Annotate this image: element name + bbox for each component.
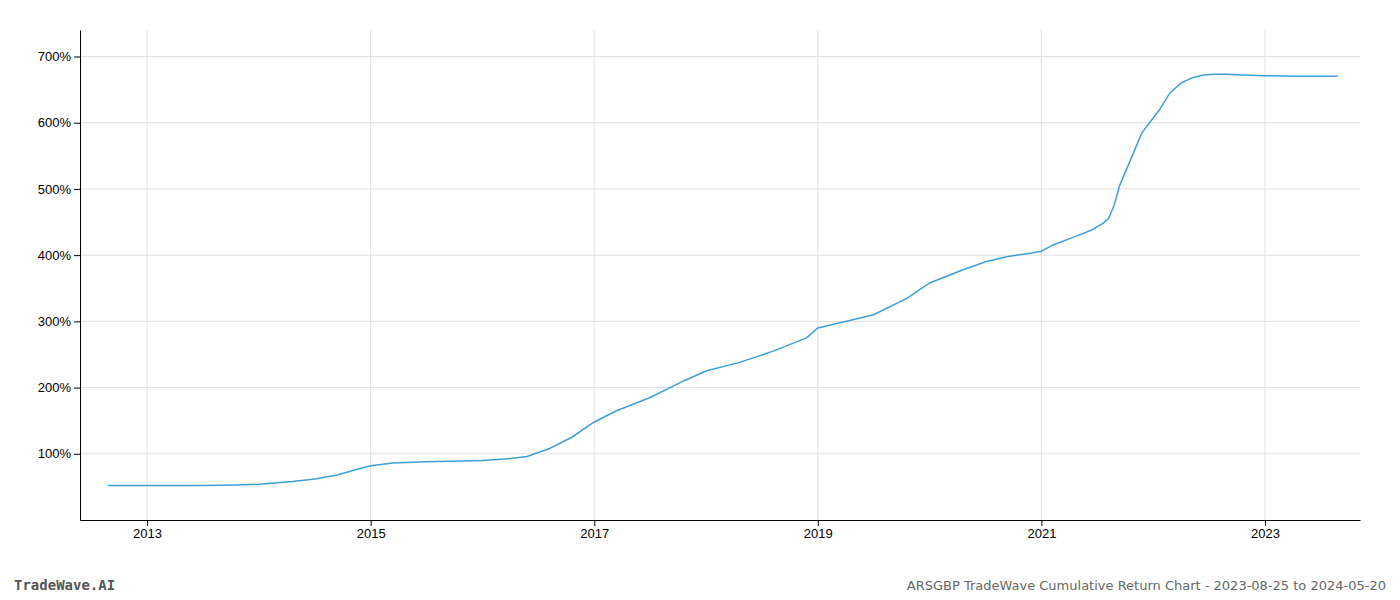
y-tick: 700% bbox=[38, 49, 80, 64]
y-tick-mark bbox=[74, 189, 80, 190]
plot: 2013 2015 2017 2019 2021 2023 100% 200% 300% 400%… bbox=[38, 30, 1361, 541]
x-tick-label: 2017 bbox=[580, 526, 609, 541]
grid-line-x bbox=[1041, 30, 1042, 520]
x-axis: 2013 2015 2017 2019 2021 2023 bbox=[81, 520, 1361, 541]
line bbox=[108, 74, 1338, 485]
x-tick-mark bbox=[1041, 520, 1042, 526]
x-tick-mark bbox=[147, 520, 148, 526]
grid-line-x bbox=[817, 30, 818, 520]
y-tick: 400% bbox=[38, 248, 80, 263]
texts: TradeWave.AI ARSGBP TradeWave Cumulative … bbox=[14, 577, 1386, 593]
y-tick: 300% bbox=[38, 314, 80, 329]
x-tick-mark bbox=[1265, 520, 1266, 526]
y-tick: 100% bbox=[38, 446, 80, 461]
x-tick: 2015 bbox=[357, 520, 386, 541]
grid-line-x bbox=[594, 30, 595, 520]
grid-line-x bbox=[147, 30, 148, 520]
y-axis: 100% 200% 300% 400% 500% 600% 700% bbox=[38, 31, 81, 521]
grid-line-y bbox=[80, 387, 1360, 388]
x-tick: 2013 bbox=[133, 520, 162, 541]
x-tick-label: 2013 bbox=[133, 526, 162, 541]
x-tick-label: 2019 bbox=[804, 526, 833, 541]
y-tick-mark bbox=[74, 123, 80, 124]
x-tick-mark bbox=[594, 520, 595, 526]
grid-line-y bbox=[80, 321, 1360, 322]
x-tick-mark bbox=[818, 520, 819, 526]
y-tick-label: 400% bbox=[38, 248, 72, 263]
x-axis-line bbox=[81, 520, 1361, 521]
y-axis-line bbox=[80, 31, 81, 521]
watermark: TradeWave.AI bbox=[14, 577, 115, 593]
grid-line-x bbox=[370, 30, 371, 520]
y-tick-label: 500% bbox=[38, 182, 72, 197]
x-tick-label: 2023 bbox=[1251, 526, 1280, 541]
grid bbox=[80, 30, 1360, 520]
x-tick-label: 2015 bbox=[357, 526, 386, 541]
y-tick-mark bbox=[74, 321, 80, 322]
x-tick: 2021 bbox=[1027, 520, 1056, 541]
grid-line-y bbox=[80, 255, 1360, 256]
y-tick-mark bbox=[74, 454, 80, 455]
y-tick: 200% bbox=[38, 380, 80, 395]
x-tick: 2017 bbox=[580, 520, 609, 541]
y-tick-label: 300% bbox=[38, 314, 72, 329]
grid-line-y bbox=[80, 453, 1360, 454]
grid-line-y bbox=[80, 188, 1360, 189]
x-tick-mark bbox=[371, 520, 372, 526]
y-tick-mark bbox=[74, 388, 80, 389]
grid-line-x bbox=[1264, 30, 1265, 520]
x-tick: 2023 bbox=[1251, 520, 1280, 541]
chart: 2013 2015 2017 2019 2021 2023 100% 200% 300% 400%… bbox=[0, 0, 1400, 600]
marks bbox=[108, 74, 1338, 485]
grid-line-y bbox=[80, 56, 1360, 57]
x-tick-label: 2021 bbox=[1027, 526, 1056, 541]
y-tick: 500% bbox=[38, 182, 80, 197]
grid-line-y bbox=[80, 122, 1360, 123]
y-tick-mark bbox=[74, 255, 80, 256]
y-tick-label: 100% bbox=[38, 446, 72, 461]
x-tick: 2019 bbox=[804, 520, 833, 541]
y-tick: 600% bbox=[38, 115, 80, 130]
title: ARSGBP TradeWave Cumulative Return Chart… bbox=[907, 578, 1386, 593]
y-tick-mark bbox=[74, 56, 80, 57]
y-tick-label: 200% bbox=[38, 380, 72, 395]
y-tick-label: 700% bbox=[38, 49, 72, 64]
y-tick-label: 600% bbox=[38, 115, 72, 130]
